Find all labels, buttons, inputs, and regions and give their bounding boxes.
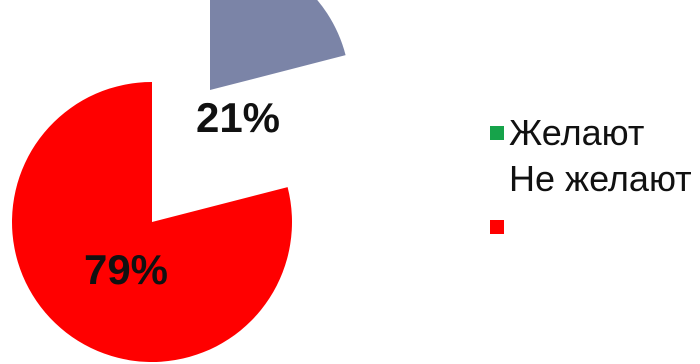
pie-slice-wish: [210, 0, 346, 90]
data-label-wish: 21%: [196, 94, 280, 141]
legend-swatch-wish: [490, 126, 504, 140]
pie-chart: 21% 79%: [12, 0, 346, 362]
legend-item-wish: Желают: [490, 110, 695, 156]
legend-item-not-wish: Не желают: [490, 156, 695, 234]
data-label-not-wish: 79%: [84, 246, 168, 293]
legend: Желают Не желают: [490, 110, 695, 234]
legend-label-wish: Желают: [509, 112, 645, 153]
legend-swatch-not-wish: [490, 220, 504, 234]
legend-label-not-wish: Не желают: [509, 158, 692, 199]
pie-slice-not-wish: [12, 82, 293, 362]
